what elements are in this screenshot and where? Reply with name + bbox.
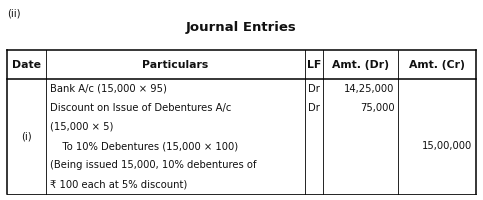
Text: Bank A/c (15,000 × 95): Bank A/c (15,000 × 95)	[50, 84, 167, 94]
Text: To 10% Debentures (15,000 × 100): To 10% Debentures (15,000 × 100)	[50, 141, 238, 151]
Text: Particulars: Particulars	[142, 60, 208, 70]
Text: Amt. (Cr): Amt. (Cr)	[409, 60, 465, 70]
Text: Discount on Issue of Debentures A/c: Discount on Issue of Debentures A/c	[50, 103, 231, 113]
Text: Date: Date	[12, 60, 41, 70]
Text: (ii): (ii)	[7, 9, 21, 19]
Text: 75,000: 75,000	[360, 103, 395, 113]
Text: Dr: Dr	[308, 84, 320, 94]
Text: LF: LF	[307, 60, 321, 70]
Text: 14,25,000: 14,25,000	[344, 84, 395, 94]
Text: (Being issued 15,000, 10% debentures of: (Being issued 15,000, 10% debentures of	[50, 160, 256, 170]
Text: Amt. (Dr): Amt. (Dr)	[332, 60, 389, 70]
Text: Journal Entries: Journal Entries	[186, 21, 297, 34]
Text: (15,000 × 5): (15,000 × 5)	[50, 122, 113, 132]
Text: ₹ 100 each at 5% discount): ₹ 100 each at 5% discount)	[50, 179, 187, 189]
Text: Dr: Dr	[308, 103, 320, 113]
Text: 15,00,000: 15,00,000	[422, 141, 472, 151]
Text: (i): (i)	[21, 132, 32, 142]
